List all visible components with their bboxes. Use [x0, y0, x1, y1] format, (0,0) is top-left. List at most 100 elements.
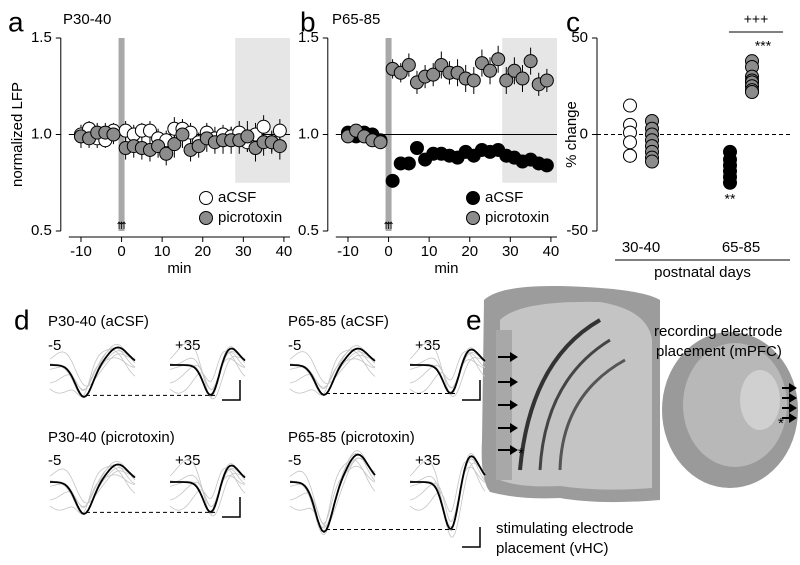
legend-label: picrotoxin [485, 209, 549, 226]
pfc-slice [662, 332, 798, 488]
panel-annotation: P30-40 [63, 11, 111, 28]
data-point [385, 173, 400, 188]
trace-replicate [49, 474, 136, 508]
electrode-arrows [498, 352, 797, 455]
scale-bar [222, 380, 241, 401]
slice-interior [500, 301, 652, 490]
trace-mean [410, 348, 486, 395]
plot: -50 0 50 % change c 30-40 65-85 postnatal days +… [563, 6, 790, 281]
x-tick-label: 0 [117, 243, 125, 260]
stimulating-caption: stimulating electrode [496, 520, 634, 537]
trace-replicate [409, 342, 486, 398]
trace-replicate [49, 467, 136, 514]
trace-group [289, 342, 486, 401]
time-label: -5 [48, 337, 61, 354]
trace-mean [50, 346, 136, 398]
recording-caption: placement (mPFC) [656, 343, 782, 360]
trace-replicate [49, 465, 136, 515]
arrow-head [789, 413, 797, 423]
trace-mean [290, 453, 376, 534]
data-point [466, 73, 481, 88]
hippocampus-layer [538, 338, 611, 471]
data-point [499, 73, 514, 88]
hippocampus-layer [518, 318, 601, 471]
trace-group [289, 450, 486, 548]
trace-mean [290, 347, 376, 396]
time-label: +35 [415, 337, 440, 354]
trace-mean [410, 455, 486, 530]
data-point [491, 52, 506, 67]
data-point [426, 67, 441, 82]
trace-replicate [409, 347, 486, 393]
y-tick-label: 0.5 [31, 222, 52, 239]
x-tick-label: 20 [461, 243, 478, 260]
stimulus-arrow [384, 221, 388, 229]
panel-label: c [566, 6, 580, 37]
x-tick-label: 10 [421, 243, 438, 260]
x-tick-label: -10 [337, 243, 359, 260]
stimulus-arrow [117, 221, 121, 229]
arrow-head [510, 377, 518, 387]
y-tick-label: 50 [571, 29, 588, 46]
data-point [539, 73, 554, 88]
trace-replicate [409, 460, 486, 513]
trace-replicate [49, 357, 136, 391]
significance-label: ** [725, 191, 736, 207]
time-label: +35 [175, 337, 200, 354]
trace-replicate [169, 351, 246, 391]
trace-replicate [169, 467, 246, 511]
stimulus-arrow [386, 221, 391, 229]
y-axis-label: % change [563, 101, 580, 168]
trace-replicate [289, 351, 376, 395]
trace-mean [170, 464, 246, 513]
trace-replicate [49, 350, 136, 397]
plot: 0.5 1.0 1.5 -10 0 10 20 30 40 min normalized LFP a P… [8, 6, 292, 277]
legend-label: picrotoxin [218, 209, 282, 226]
x-axis-label: postnatal days [654, 264, 751, 281]
trace-replicate [409, 351, 486, 394]
trace-title: P65-85 (aCSF) [288, 313, 389, 330]
arrow-head [510, 400, 518, 410]
stimulus-arrow [389, 221, 393, 229]
data-point [159, 146, 174, 161]
data-point [409, 141, 424, 156]
x-tick-label: 65-85 [722, 239, 760, 256]
y-tick-label: 1.0 [298, 125, 319, 142]
x-tick-label: 0 [384, 243, 392, 260]
panel-label: d [14, 304, 30, 335]
y-axis-label: normalized LFP [9, 82, 26, 187]
arrow-head [789, 393, 797, 403]
trace-replicate [289, 457, 376, 527]
data-point [623, 98, 637, 113]
trace-replicate [409, 352, 486, 388]
data-point [373, 135, 388, 150]
trace-replicate [169, 358, 246, 391]
trace-replicate [409, 460, 486, 538]
plot: 0.5 1.0 1.5 -10 0 10 20 30 40 min b P65-85 aCSF picro… [298, 6, 559, 277]
data-point [401, 58, 416, 73]
time-label: -5 [288, 452, 301, 469]
significance-label: +++ [744, 11, 769, 27]
slice-region [740, 370, 780, 430]
trace-replicate [49, 348, 136, 398]
data-point [539, 158, 554, 173]
x-tick-label: 40 [276, 243, 293, 260]
hippocampus-slice [481, 285, 660, 503]
trace-group [49, 342, 246, 401]
panel-annotation: P65-85 [332, 11, 380, 28]
data-point [645, 154, 659, 169]
arrow-head [510, 445, 518, 455]
y-tick-label: 1.5 [31, 29, 52, 46]
arrow-head [789, 383, 797, 393]
scale-bar [222, 497, 241, 518]
legend-marker [466, 211, 480, 225]
data-point [401, 156, 416, 171]
arrow-head [789, 403, 797, 413]
legend-marker [199, 191, 213, 205]
x-tick-label: 30 [235, 243, 252, 260]
data-point [272, 139, 287, 154]
x-tick-label: 30-40 [622, 239, 660, 256]
x-tick-label: 40 [543, 243, 560, 260]
time-label: -5 [48, 452, 61, 469]
